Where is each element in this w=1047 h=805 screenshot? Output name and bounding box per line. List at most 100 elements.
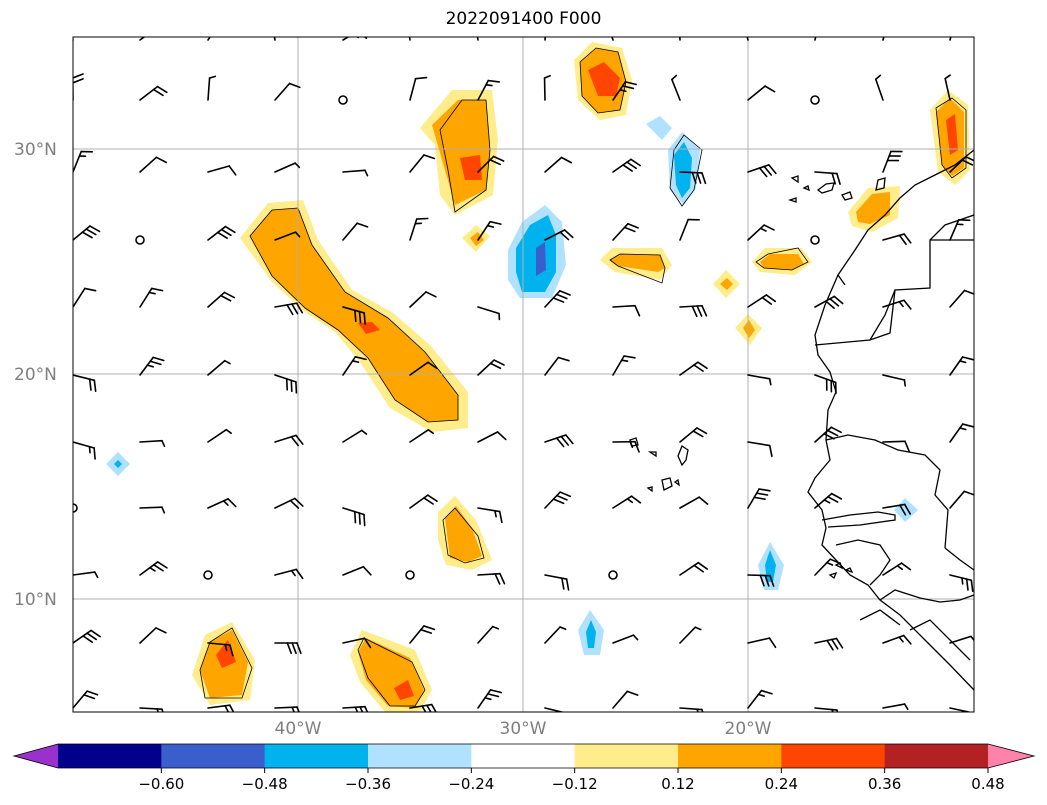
wind-barb-feather bbox=[408, 18, 418, 23]
positive-field bbox=[743, 320, 755, 338]
wind-barb-feather bbox=[965, 578, 969, 591]
wind-barb-staff bbox=[274, 374, 297, 383]
wind-barb-feather bbox=[86, 632, 97, 641]
wind-barb-staff bbox=[477, 155, 495, 173]
wind-barb-feather bbox=[826, 639, 834, 651]
wind-barb-feather bbox=[758, 488, 771, 492]
positive-field-band bbox=[358, 322, 380, 334]
wind-barb-staff bbox=[882, 634, 905, 644]
wind-barb-feather bbox=[161, 708, 164, 712]
wind-barb-feather bbox=[763, 224, 775, 231]
wind-barb-staff bbox=[477, 220, 491, 241]
wind-barb-feather bbox=[760, 689, 773, 695]
positive-field bbox=[856, 192, 890, 224]
wind-barb-feather bbox=[609, 25, 614, 29]
wind-barb-feather bbox=[228, 165, 237, 176]
wind-barb-feather bbox=[957, 219, 971, 222]
wind-barb-feather bbox=[220, 294, 232, 302]
wind-barb-feather bbox=[364, 169, 369, 177]
wind-barb-staff bbox=[409, 429, 430, 443]
wind-barb-staff bbox=[73, 287, 86, 308]
wind-barb-staff bbox=[139, 156, 158, 173]
wind-barb-staff bbox=[342, 37, 350, 41]
wind-barb-feather bbox=[965, 156, 974, 162]
wind-barb-staff bbox=[747, 574, 771, 577]
wind-barb-feather bbox=[486, 693, 500, 698]
wind-barb-feather bbox=[824, 300, 835, 310]
wind-barb-feather bbox=[90, 629, 101, 638]
positive-field bbox=[445, 506, 482, 562]
wind-barb-staff bbox=[342, 429, 363, 443]
colorbar-segment bbox=[471, 744, 576, 768]
wind-barb-staff bbox=[612, 495, 633, 509]
wind-barb-staff bbox=[949, 635, 972, 644]
map-title: 2022091400 F000 bbox=[445, 9, 602, 29]
colorbar-segment bbox=[161, 744, 266, 768]
colorbar-segment bbox=[574, 744, 679, 768]
wind-barb-staff bbox=[679, 561, 700, 576]
wind-barb-feather bbox=[903, 703, 909, 710]
wind-barb-feather bbox=[67, 12, 76, 18]
wind-barb-feather bbox=[498, 510, 503, 524]
wind-barb-staff bbox=[73, 629, 92, 644]
wind-barb-staff bbox=[409, 77, 417, 101]
wind-barb-feather bbox=[759, 227, 767, 232]
wind-barb-feather bbox=[903, 503, 912, 515]
wind-barb-feather bbox=[757, 693, 766, 697]
wind-barb-feather bbox=[768, 164, 777, 175]
wind-barb-staff bbox=[274, 82, 291, 101]
wind-barb-feather bbox=[83, 694, 96, 700]
wind-barb-feather bbox=[161, 506, 166, 514]
wind-barb-feather bbox=[295, 302, 304, 314]
wind-barb-feather bbox=[86, 690, 99, 696]
wind-barb-feather bbox=[291, 706, 296, 712]
wind-barb-feather bbox=[826, 429, 839, 437]
wind-barb-feather bbox=[830, 426, 842, 434]
colorbar-tick-label: −0.60 bbox=[138, 775, 184, 793]
wind-barb-feather bbox=[423, 154, 436, 160]
wind-barb-feather bbox=[559, 491, 572, 498]
wind-barb-feather bbox=[874, 74, 882, 81]
positive-field-band bbox=[250, 208, 458, 422]
wind-barb-staff bbox=[944, 77, 951, 101]
wind-barb-staff bbox=[612, 355, 625, 376]
wind-barb-feather bbox=[826, 561, 834, 566]
lon-label-20w: 20°W bbox=[725, 719, 772, 739]
wind-barb-staff bbox=[814, 637, 838, 644]
wind-barb-feather bbox=[291, 642, 297, 655]
wind-barb-feather bbox=[697, 561, 709, 570]
wind-barb-feather bbox=[156, 85, 168, 94]
wind-barb-feather bbox=[620, 359, 629, 362]
wind-barb-feather bbox=[679, 18, 689, 23]
wind-barb-feather bbox=[224, 705, 230, 712]
wind-barb-feather bbox=[753, 496, 766, 500]
colorbar-segment bbox=[678, 744, 782, 768]
wind-barb-feather bbox=[148, 291, 156, 295]
wind-barb-staff bbox=[139, 356, 155, 376]
wind-barb-feather bbox=[898, 234, 907, 246]
wind-barb-staff bbox=[949, 289, 966, 308]
wind-barb-feather bbox=[363, 637, 372, 649]
wind-barb-staff bbox=[882, 703, 906, 709]
wind-barb-staff bbox=[679, 171, 703, 174]
wind-barb-feather bbox=[362, 29, 371, 36]
wind-barb-feather bbox=[223, 359, 231, 365]
wind-barb-feather bbox=[494, 510, 497, 518]
wind-barb-feather bbox=[496, 431, 507, 441]
wind-barb-feather bbox=[622, 164, 633, 172]
wind-barb-feather bbox=[701, 172, 707, 185]
wind-barb-staff bbox=[949, 490, 966, 509]
wind-barb-feather bbox=[295, 434, 304, 445]
wind-barb-feather bbox=[563, 229, 574, 239]
wind-barb-staff bbox=[274, 302, 298, 308]
calm-wind-marker bbox=[810, 235, 820, 245]
wind-barb-feather bbox=[764, 574, 770, 587]
contour-lines bbox=[199, 47, 967, 707]
wind-barb-staff bbox=[612, 158, 632, 173]
wind-barb-feather bbox=[623, 226, 636, 233]
wind-barb-staff bbox=[409, 291, 427, 308]
wind-barb-feather bbox=[414, 76, 428, 80]
wind-barb-staff bbox=[139, 506, 163, 509]
wind-barb-staff bbox=[747, 294, 768, 308]
wind-barb-feather bbox=[161, 439, 166, 447]
